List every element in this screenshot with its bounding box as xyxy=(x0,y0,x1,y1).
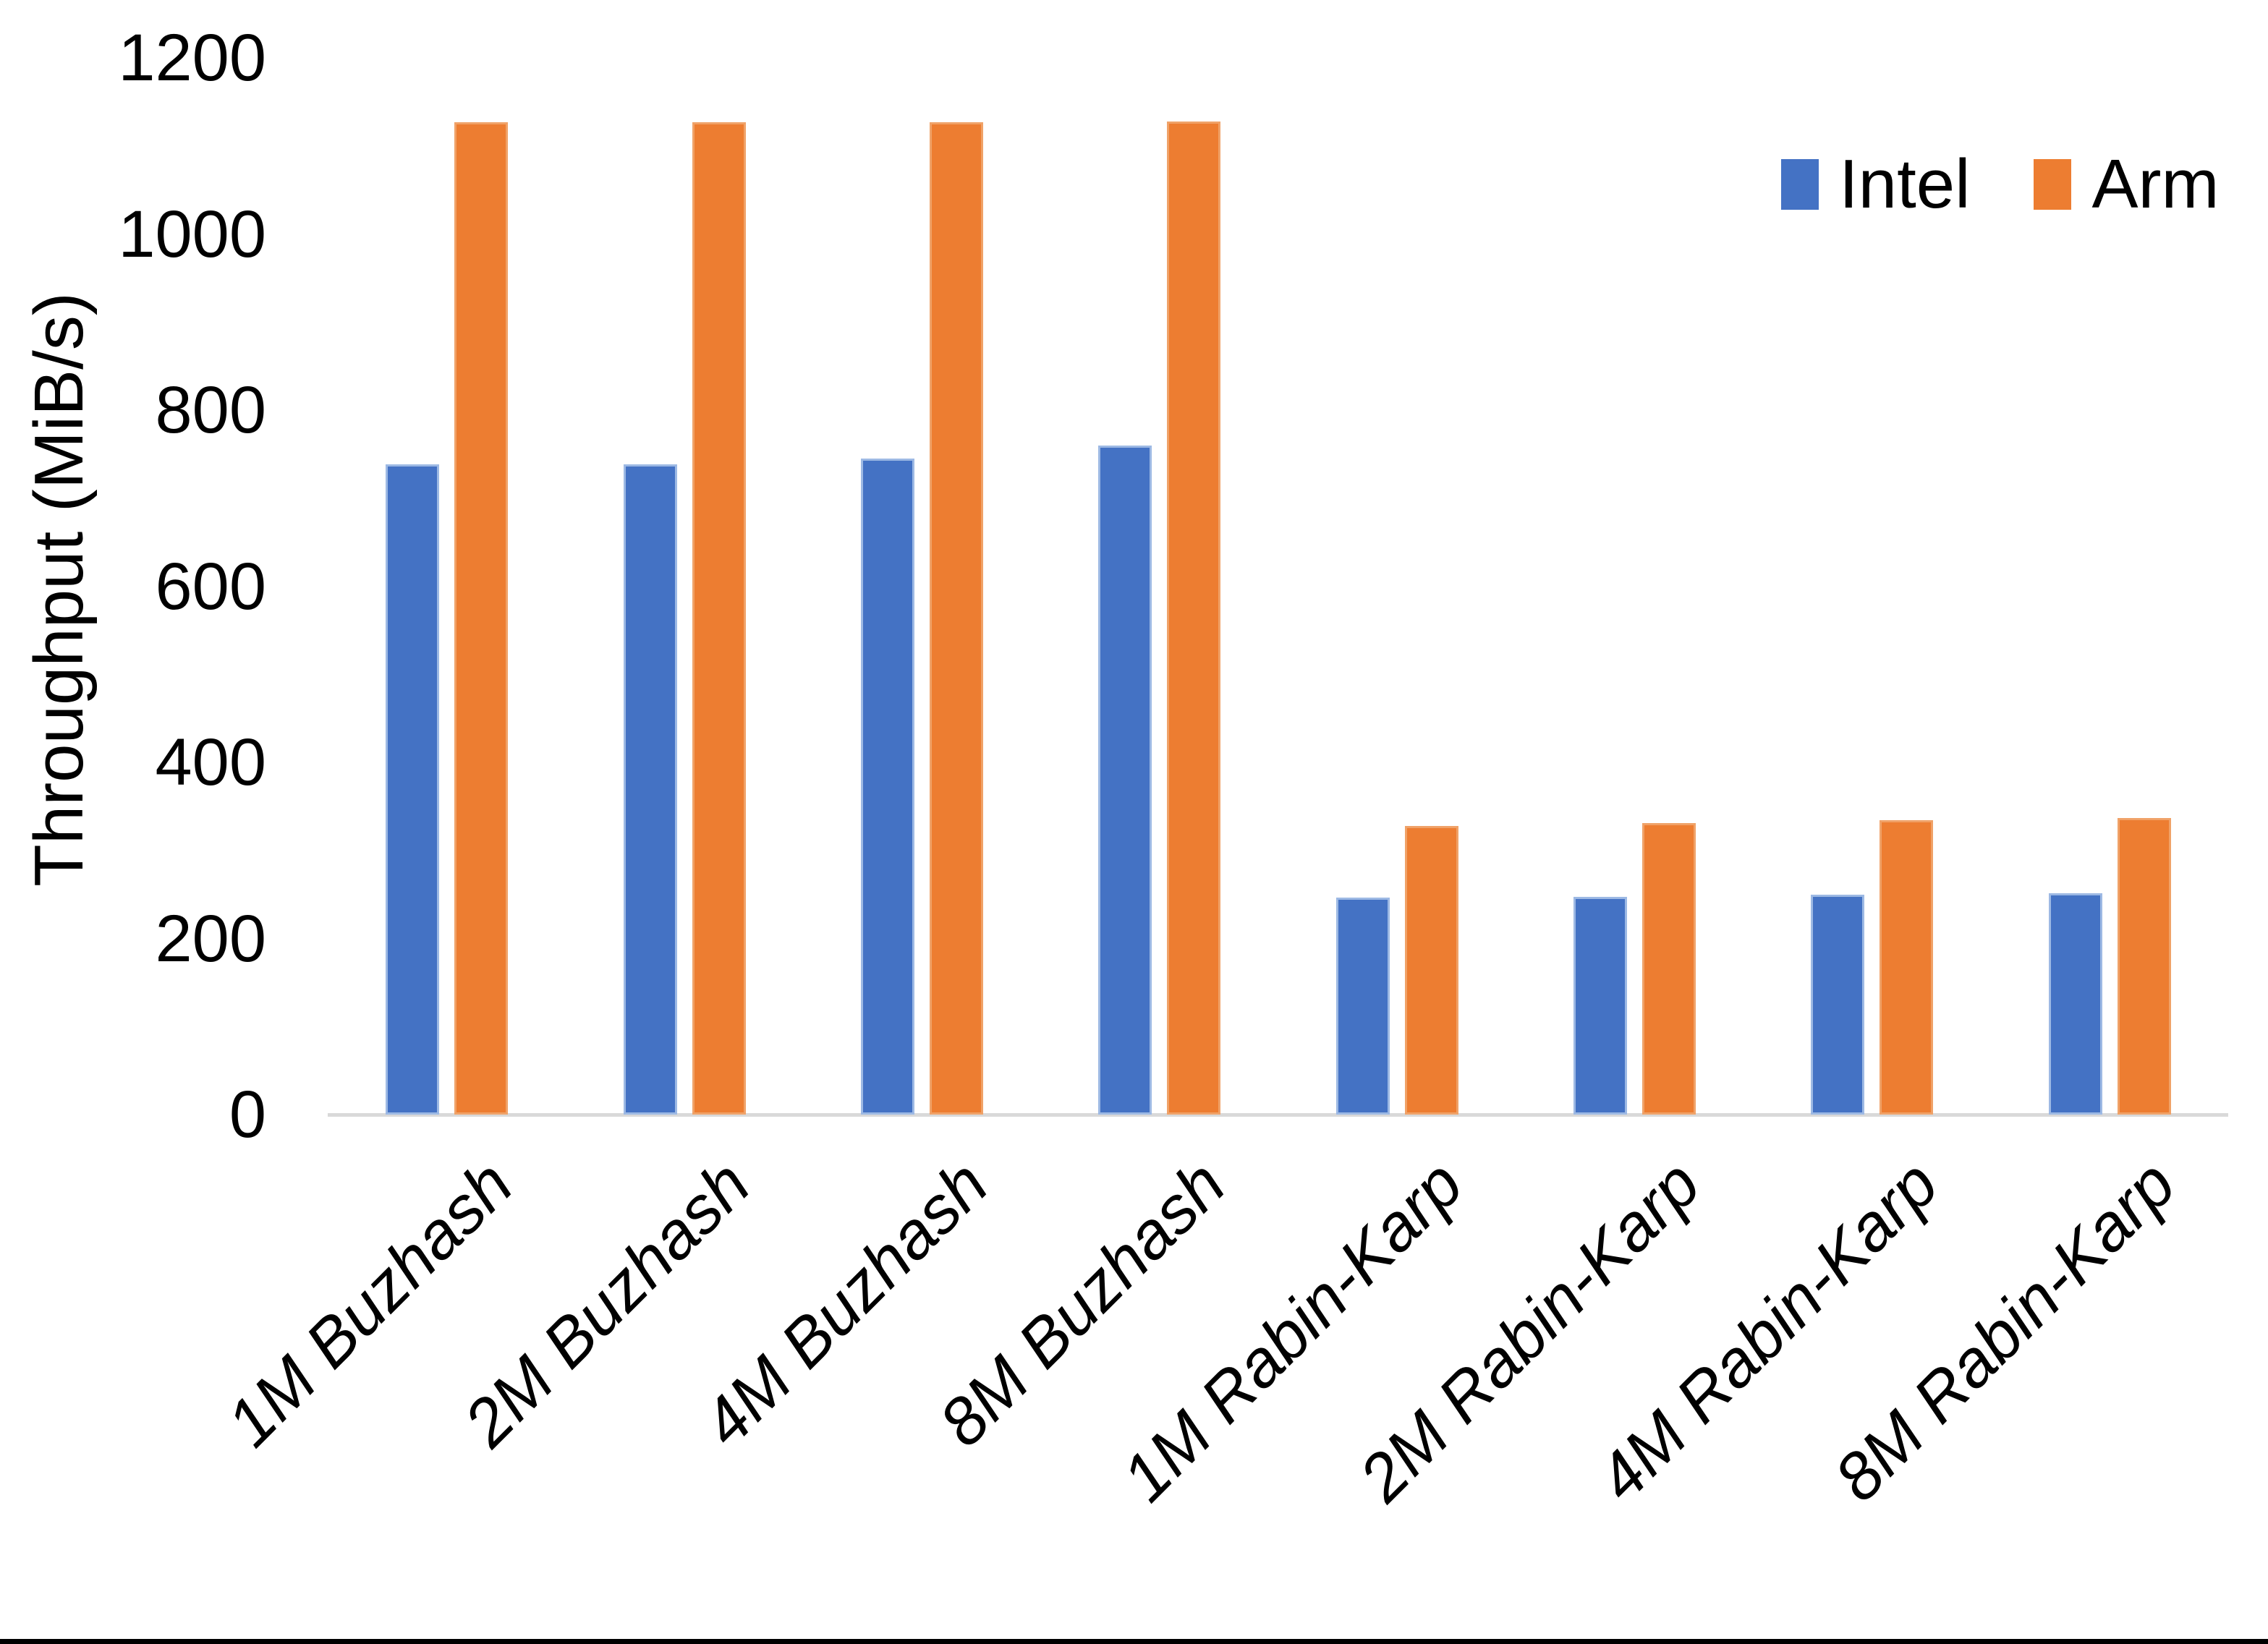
bar-arm-7 xyxy=(1880,820,1934,1115)
bar-intel-5 xyxy=(1335,898,1390,1115)
bar-arm-6 xyxy=(1642,823,1696,1115)
y-tick-label-400: 400 xyxy=(155,725,267,799)
legend-item-arm: Arm xyxy=(2034,145,2219,224)
bar-intel-4 xyxy=(1098,445,1152,1115)
y-tick-label-0: 0 xyxy=(229,1078,266,1151)
bar-intel-6 xyxy=(1573,897,1628,1115)
bar-intel-2 xyxy=(623,464,677,1115)
screenshot-bottom-edge xyxy=(0,1639,2268,1644)
y-tick-label-1200: 1200 xyxy=(118,21,266,95)
bar-arm-5 xyxy=(1404,825,1458,1115)
x-axis-line xyxy=(328,1113,2228,1117)
bar-arm-4 xyxy=(1167,121,1221,1115)
bar-arm-3 xyxy=(929,122,983,1115)
legend-swatch-intel xyxy=(1781,159,1819,210)
y-tick-label-600: 600 xyxy=(155,549,267,623)
y-tick-label-1000: 1000 xyxy=(118,197,266,271)
bar-intel-1 xyxy=(386,464,440,1115)
bar-intel-3 xyxy=(860,458,914,1115)
bar-arm-1 xyxy=(454,122,509,1115)
y-tick-label-800: 800 xyxy=(155,373,267,447)
bar-intel-8 xyxy=(2048,893,2102,1115)
legend-label-arm: Arm xyxy=(2091,145,2220,223)
bar-arm-2 xyxy=(692,122,746,1115)
bar-intel-7 xyxy=(1811,894,1865,1115)
bar-arm-8 xyxy=(2117,817,2171,1115)
legend-item-intel: Intel xyxy=(1781,145,1970,224)
legend-label-intel: Intel xyxy=(1839,145,1971,223)
legend: Intel Arm xyxy=(1781,145,2219,224)
legend-swatch-arm xyxy=(2034,159,2072,210)
y-tick-label-200: 200 xyxy=(155,901,267,976)
